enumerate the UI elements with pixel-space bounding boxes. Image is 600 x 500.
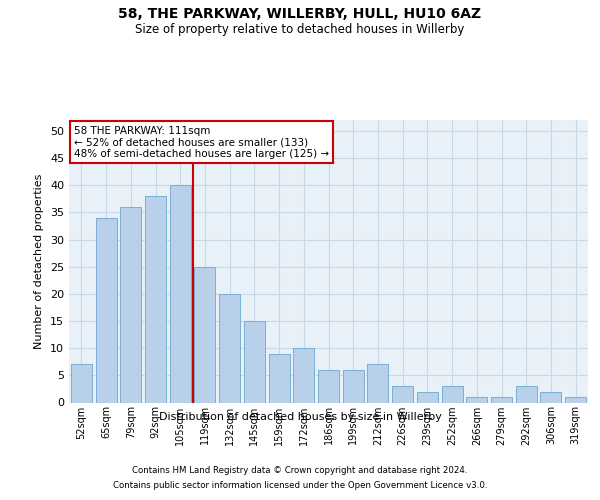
Bar (343, 370, 364, 402)
Text: Contains public sector information licensed under the Open Government Licence v3: Contains public sector information licen… (113, 481, 487, 490)
Bar (71, 364, 92, 403)
Bar (541, 392, 562, 402)
Bar (417, 392, 438, 402)
Text: Distribution of detached houses by size in Willerby: Distribution of detached houses by size … (158, 412, 442, 422)
Bar (120, 207, 141, 402)
Bar (442, 386, 463, 402)
Bar (269, 354, 290, 403)
Bar (293, 348, 314, 403)
Bar (219, 294, 240, 403)
Bar (194, 266, 215, 402)
Y-axis label: Number of detached properties: Number of detached properties (34, 174, 44, 349)
Bar (466, 397, 487, 402)
Text: Size of property relative to detached houses in Willerby: Size of property relative to detached ho… (136, 22, 464, 36)
Text: 58 THE PARKWAY: 111sqm
← 52% of detached houses are smaller (133)
48% of semi-de: 58 THE PARKWAY: 111sqm ← 52% of detached… (74, 126, 329, 159)
Text: 58, THE PARKWAY, WILLERBY, HULL, HU10 6AZ: 58, THE PARKWAY, WILLERBY, HULL, HU10 6A… (118, 8, 482, 22)
Bar (367, 364, 388, 403)
Bar (318, 370, 339, 402)
Bar (392, 386, 413, 402)
Bar (491, 397, 512, 402)
Bar (244, 321, 265, 402)
Bar (145, 196, 166, 402)
Bar (95, 218, 116, 402)
Bar (565, 397, 586, 402)
Bar (170, 185, 191, 402)
Text: Contains HM Land Registry data © Crown copyright and database right 2024.: Contains HM Land Registry data © Crown c… (132, 466, 468, 475)
Bar (516, 386, 537, 402)
